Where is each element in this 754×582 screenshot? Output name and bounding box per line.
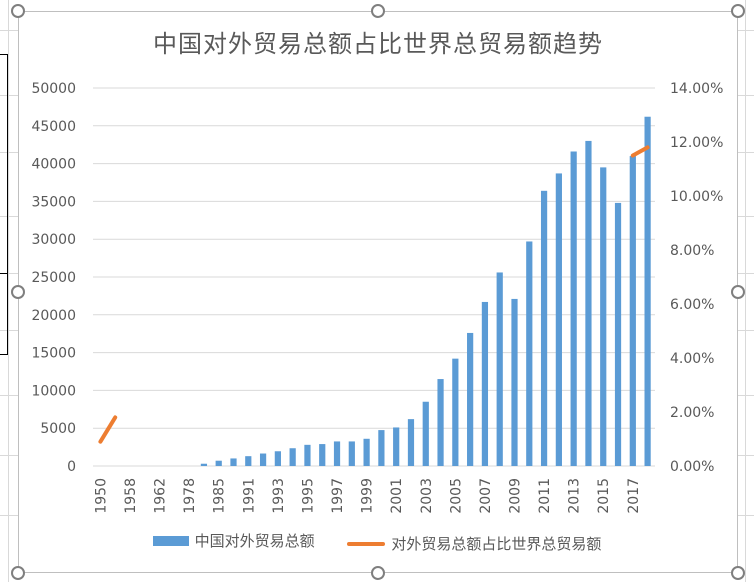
bar (274, 451, 281, 466)
bar (230, 458, 237, 466)
x-tick-label: 1997 (330, 478, 346, 514)
y-left-tick-label: 40000 (31, 157, 76, 173)
bar (333, 441, 341, 466)
bar (215, 460, 222, 466)
resize-handle-middle-left[interactable] (11, 285, 25, 299)
legend-label-bar: 中国对外贸易总额 (194, 532, 315, 550)
chart-title: 中国对外贸易总额占比世界总贸易额趋势 (153, 30, 603, 58)
y-right-tick-label: 0.00% (670, 459, 714, 475)
y-left-tick-label: 50000 (31, 81, 76, 97)
y-left-tick-label: 35000 (31, 194, 76, 210)
bar (319, 444, 326, 466)
y-left-tick-label: 25000 (31, 270, 76, 286)
x-tick-label: 2011 (537, 478, 553, 514)
resize-handle-middle-right[interactable] (731, 285, 745, 299)
y-left-tick-label: 10000 (31, 383, 76, 399)
chart-legend: 中国对外贸易总额 对外贸易总额占比世界总贸易额 (0, 530, 754, 554)
bar (614, 202, 622, 467)
y-right-tick-label: 6.00% (670, 297, 714, 313)
x-tick-label: 2017 (626, 478, 642, 514)
y-left-tick-label: 45000 (31, 119, 76, 135)
bar (245, 456, 252, 466)
line-series-segment (98, 415, 118, 444)
legend-swatch-line (347, 541, 386, 546)
y-right-tick-label: 2.00% (670, 405, 714, 421)
x-tick-label: 2015 (596, 478, 612, 514)
x-tick-label: 1958 (123, 478, 139, 514)
bar (511, 298, 518, 466)
bar (200, 463, 208, 466)
bar (304, 444, 311, 466)
bar (378, 430, 385, 466)
legend-item-line: 对外贸易总额占比世界总贸易额 (347, 533, 601, 554)
x-tick-label: 1991 (241, 478, 257, 514)
x-tick-label: 1999 (360, 478, 376, 514)
resize-handle-bottom-left[interactable] (11, 566, 25, 580)
x-tick-label: 2009 (508, 478, 524, 514)
bar (259, 453, 267, 466)
y-left-tick-label: 0 (67, 459, 76, 475)
y-left-tick-label: 15000 (31, 346, 76, 362)
y-left-tick-label: 30000 (31, 232, 76, 248)
bar (585, 140, 592, 467)
resize-handle-bottom-middle[interactable] (371, 566, 385, 580)
bar (393, 427, 400, 466)
x-tick-label: 1978 (182, 478, 198, 514)
bar (422, 401, 429, 466)
bar (363, 438, 370, 466)
bar (481, 301, 489, 466)
bar (348, 441, 355, 466)
x-tick-label: 1985 (212, 478, 228, 514)
bar (496, 272, 503, 466)
x-tick-label: 1993 (271, 478, 287, 514)
bar (407, 419, 415, 466)
legend-label-line: 对外贸易总额占比世界总贸易额 (391, 535, 602, 553)
x-tick-label: 1962 (153, 478, 169, 514)
resize-handle-top-left[interactable] (11, 4, 25, 18)
x-tick-label: 2005 (448, 478, 464, 514)
bar (644, 116, 651, 466)
bar (526, 241, 533, 466)
legend-swatch-bar (152, 535, 189, 546)
bar (467, 332, 474, 466)
x-tick-label: 2001 (389, 478, 405, 514)
x-tick-label: 2013 (567, 478, 583, 514)
y-right-tick-label: 10.00% (670, 189, 723, 205)
y-right-tick-label: 4.00% (670, 351, 714, 367)
bar (540, 190, 548, 467)
x-tick-label: 1950 (93, 478, 109, 514)
y-right-tick-label: 12.00% (670, 135, 723, 151)
bar (600, 167, 607, 466)
x-tick-label: 2003 (419, 478, 435, 514)
bar (555, 173, 562, 467)
legend-item-bar: 中国对外贸易总额 (152, 530, 315, 551)
bar (629, 156, 636, 467)
y-right-tick-label: 14.00% (670, 81, 723, 97)
resize-handle-bottom-right[interactable] (731, 566, 745, 580)
line-series-segment (630, 145, 650, 158)
bar (437, 379, 444, 466)
x-tick-label: 1995 (300, 478, 316, 514)
bar (289, 448, 296, 466)
y-left-tick-label: 5000 (40, 421, 76, 437)
bar (452, 358, 459, 466)
x-tick-label: 2007 (478, 478, 494, 514)
resize-handle-top-middle[interactable] (371, 4, 385, 18)
bar (570, 151, 577, 466)
resize-handle-top-right[interactable] (731, 4, 745, 18)
y-right-tick-label: 8.00% (670, 243, 714, 259)
y-left-tick-label: 20000 (31, 308, 76, 324)
